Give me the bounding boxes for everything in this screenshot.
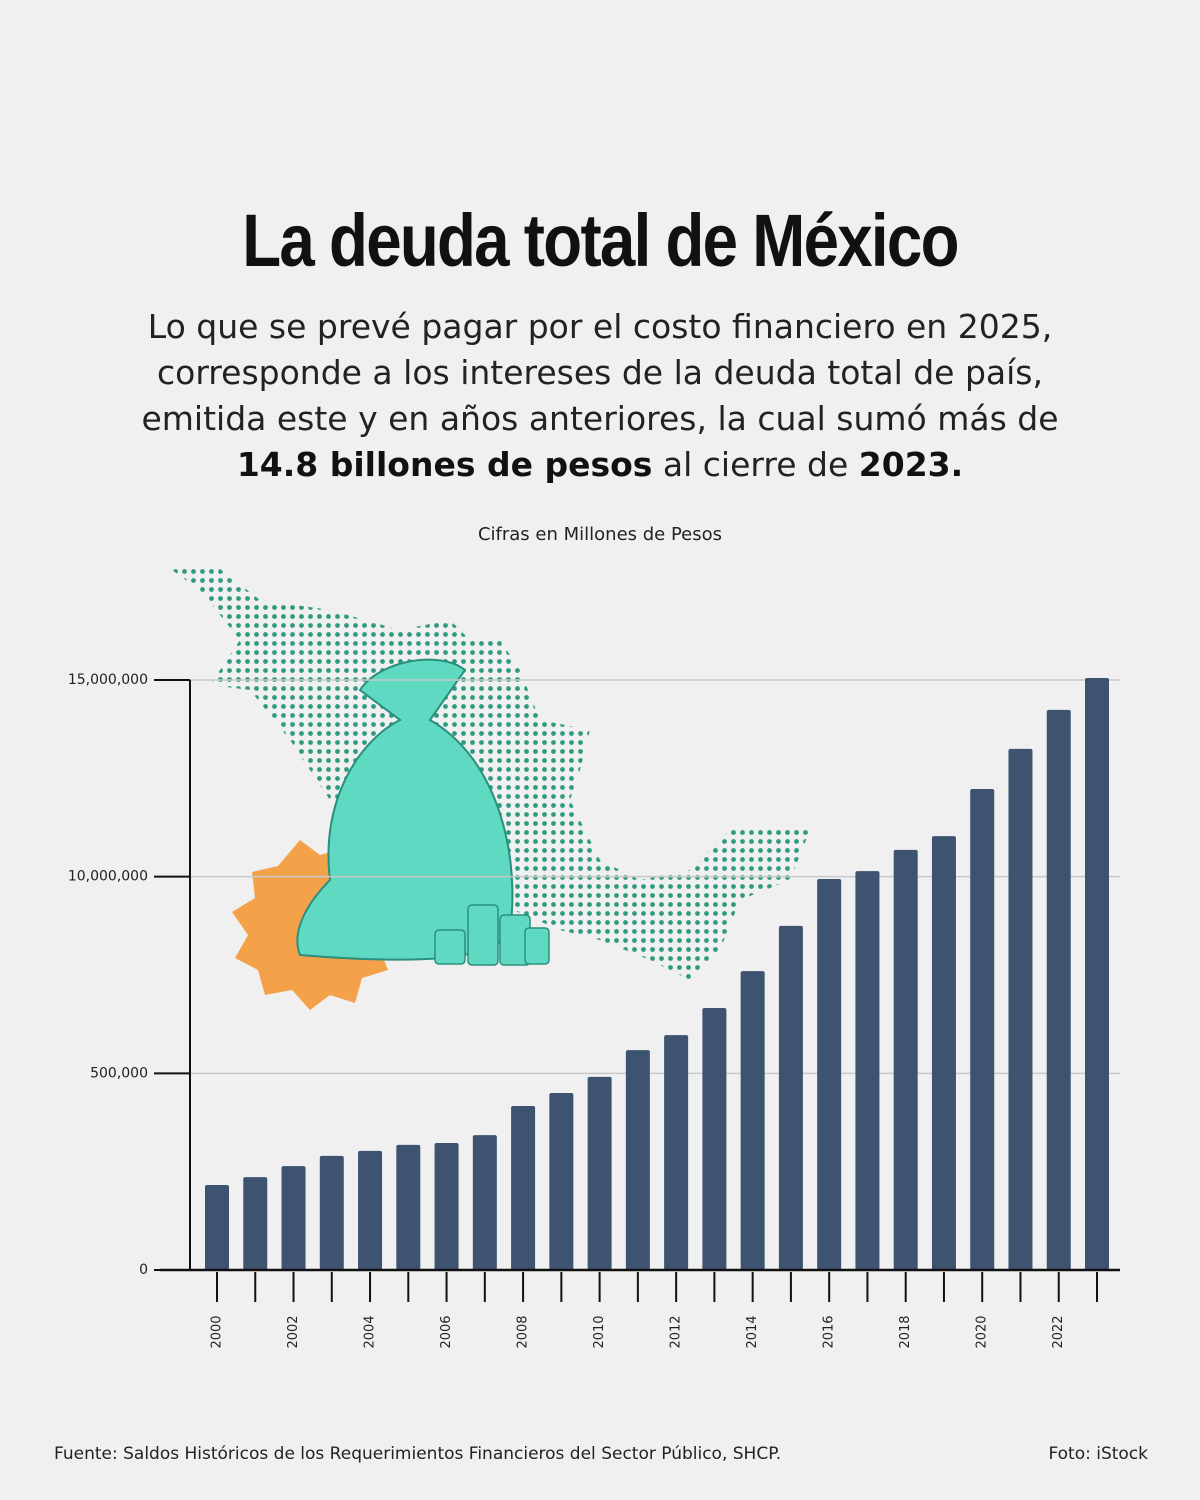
x-tick-label: 2022	[1051, 1315, 1066, 1348]
y-tick-label: 0	[139, 1262, 148, 1278]
y-tick-label: 10,000,000	[68, 869, 148, 885]
bar	[396, 1144, 421, 1270]
x-tick-label: 2000	[210, 1315, 225, 1348]
bar	[1046, 709, 1071, 1270]
x-tick-label: 2014	[745, 1315, 760, 1348]
bar	[1085, 678, 1109, 1270]
x-tick-label: 2008	[516, 1315, 531, 1348]
bar	[778, 925, 803, 1270]
bar	[893, 849, 918, 1270]
x-tick-label: 2020	[975, 1315, 990, 1348]
bar	[358, 1150, 383, 1270]
bar	[970, 788, 995, 1270]
y-tick-label: 500,000	[90, 1065, 148, 1081]
bar	[817, 879, 842, 1270]
chart-title: La deuda total de México	[242, 199, 959, 282]
bar	[205, 1185, 229, 1270]
x-tick-label: 2010	[592, 1315, 607, 1348]
source: Fuente: Saldos Históricos de los Requeri…	[54, 1444, 782, 1464]
subtitle-highlight: 2023.	[858, 445, 964, 484]
credit: Foto: iStock	[1048, 1444, 1148, 1464]
bar	[625, 1050, 650, 1270]
x-tick-label: 2004	[363, 1315, 378, 1348]
bar	[281, 1166, 306, 1270]
bar	[1008, 748, 1033, 1270]
x-tick-label: 2016	[822, 1315, 837, 1348]
bar	[549, 1093, 574, 1270]
x-tick-label: 2006	[439, 1315, 454, 1348]
bar	[740, 971, 765, 1270]
bar	[931, 836, 956, 1270]
decoration	[165, 565, 810, 1010]
map	[165, 565, 810, 980]
subtitle-highlight: 14.8 billones de pesos	[236, 445, 653, 484]
bar	[243, 1177, 268, 1270]
bar	[319, 1155, 344, 1270]
subtitle-text: al cierre de	[652, 445, 859, 484]
x-tick-label: 2002	[286, 1315, 301, 1348]
y-tick-label: 15,000,000	[68, 672, 148, 688]
bar	[587, 1076, 612, 1270]
bar	[511, 1105, 536, 1270]
coins	[434, 904, 550, 966]
x-tick-label: 2012	[669, 1315, 684, 1348]
subtitle: Lo que se prevé pagar por el costo finan…	[110, 304, 1090, 488]
bar	[702, 1008, 727, 1270]
bar	[434, 1142, 459, 1270]
unit-label: Cifras en Millones de Pesos	[478, 524, 722, 545]
x-tick-label: 2018	[898, 1315, 913, 1348]
bar	[855, 871, 880, 1270]
bar	[472, 1135, 497, 1270]
subtitle-text: Lo que se prevé pagar por el costo finan…	[141, 307, 1059, 438]
bar	[664, 1035, 689, 1270]
